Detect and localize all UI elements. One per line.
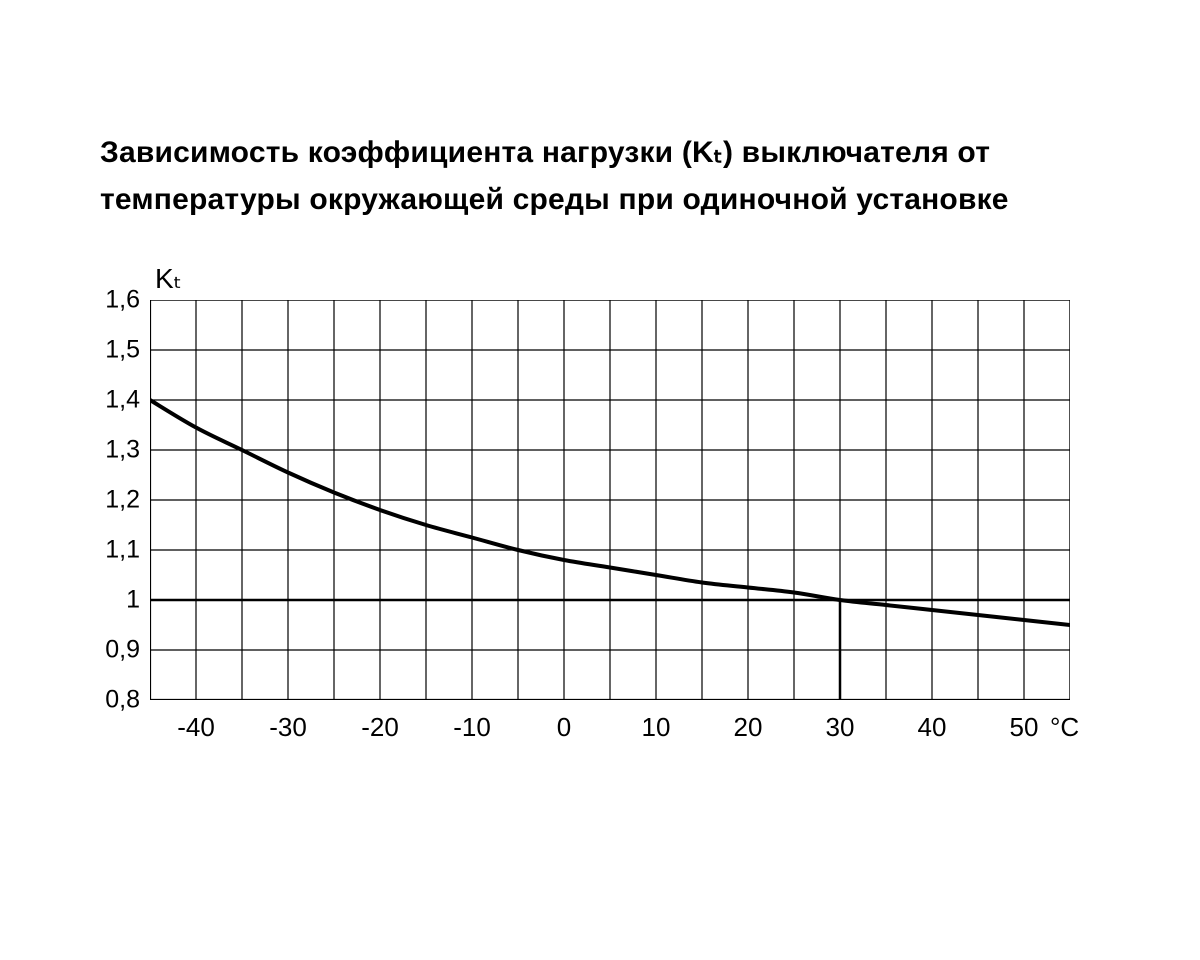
y-tick-label: 1,5 <box>90 336 140 365</box>
chart-area <box>150 300 1070 700</box>
y-tick-label: 1,6 <box>90 286 140 315</box>
y-tick-label: 1,3 <box>90 436 140 465</box>
x-tick-label: -30 <box>269 712 307 743</box>
y-tick-label: 1,1 <box>90 536 140 565</box>
y-tick-label: 0,9 <box>90 636 140 665</box>
y-tick-label: 0,8 <box>90 686 140 715</box>
x-tick-label: -20 <box>361 712 399 743</box>
x-tick-label: 20 <box>734 712 763 743</box>
x-tick-label: 30 <box>826 712 855 743</box>
y-tick-label: 1 <box>90 586 140 615</box>
y-axis-label: Kₜ <box>155 262 182 295</box>
x-tick-label: -40 <box>177 712 215 743</box>
x-tick-label: 0 <box>557 712 571 743</box>
x-tick-label: 10 <box>642 712 671 743</box>
x-tick-label: 50 <box>1010 712 1039 743</box>
x-axis-unit: °C <box>1050 712 1079 743</box>
line-chart <box>150 300 1070 700</box>
y-tick-label: 1,2 <box>90 486 140 515</box>
title-line-2: температуры окружающей среды при одиночн… <box>100 183 1009 216</box>
page: Зависимость коэффициента нагрузки (Kₜ) в… <box>0 0 1200 960</box>
y-tick-label: 1,4 <box>90 386 140 415</box>
x-tick-label: -10 <box>453 712 491 743</box>
title-line-1: Зависимость коэффициента нагрузки (Kₜ) в… <box>100 136 990 169</box>
chart-title: Зависимость коэффициента нагрузки (Kₜ) в… <box>100 130 1100 223</box>
x-tick-label: 40 <box>918 712 947 743</box>
